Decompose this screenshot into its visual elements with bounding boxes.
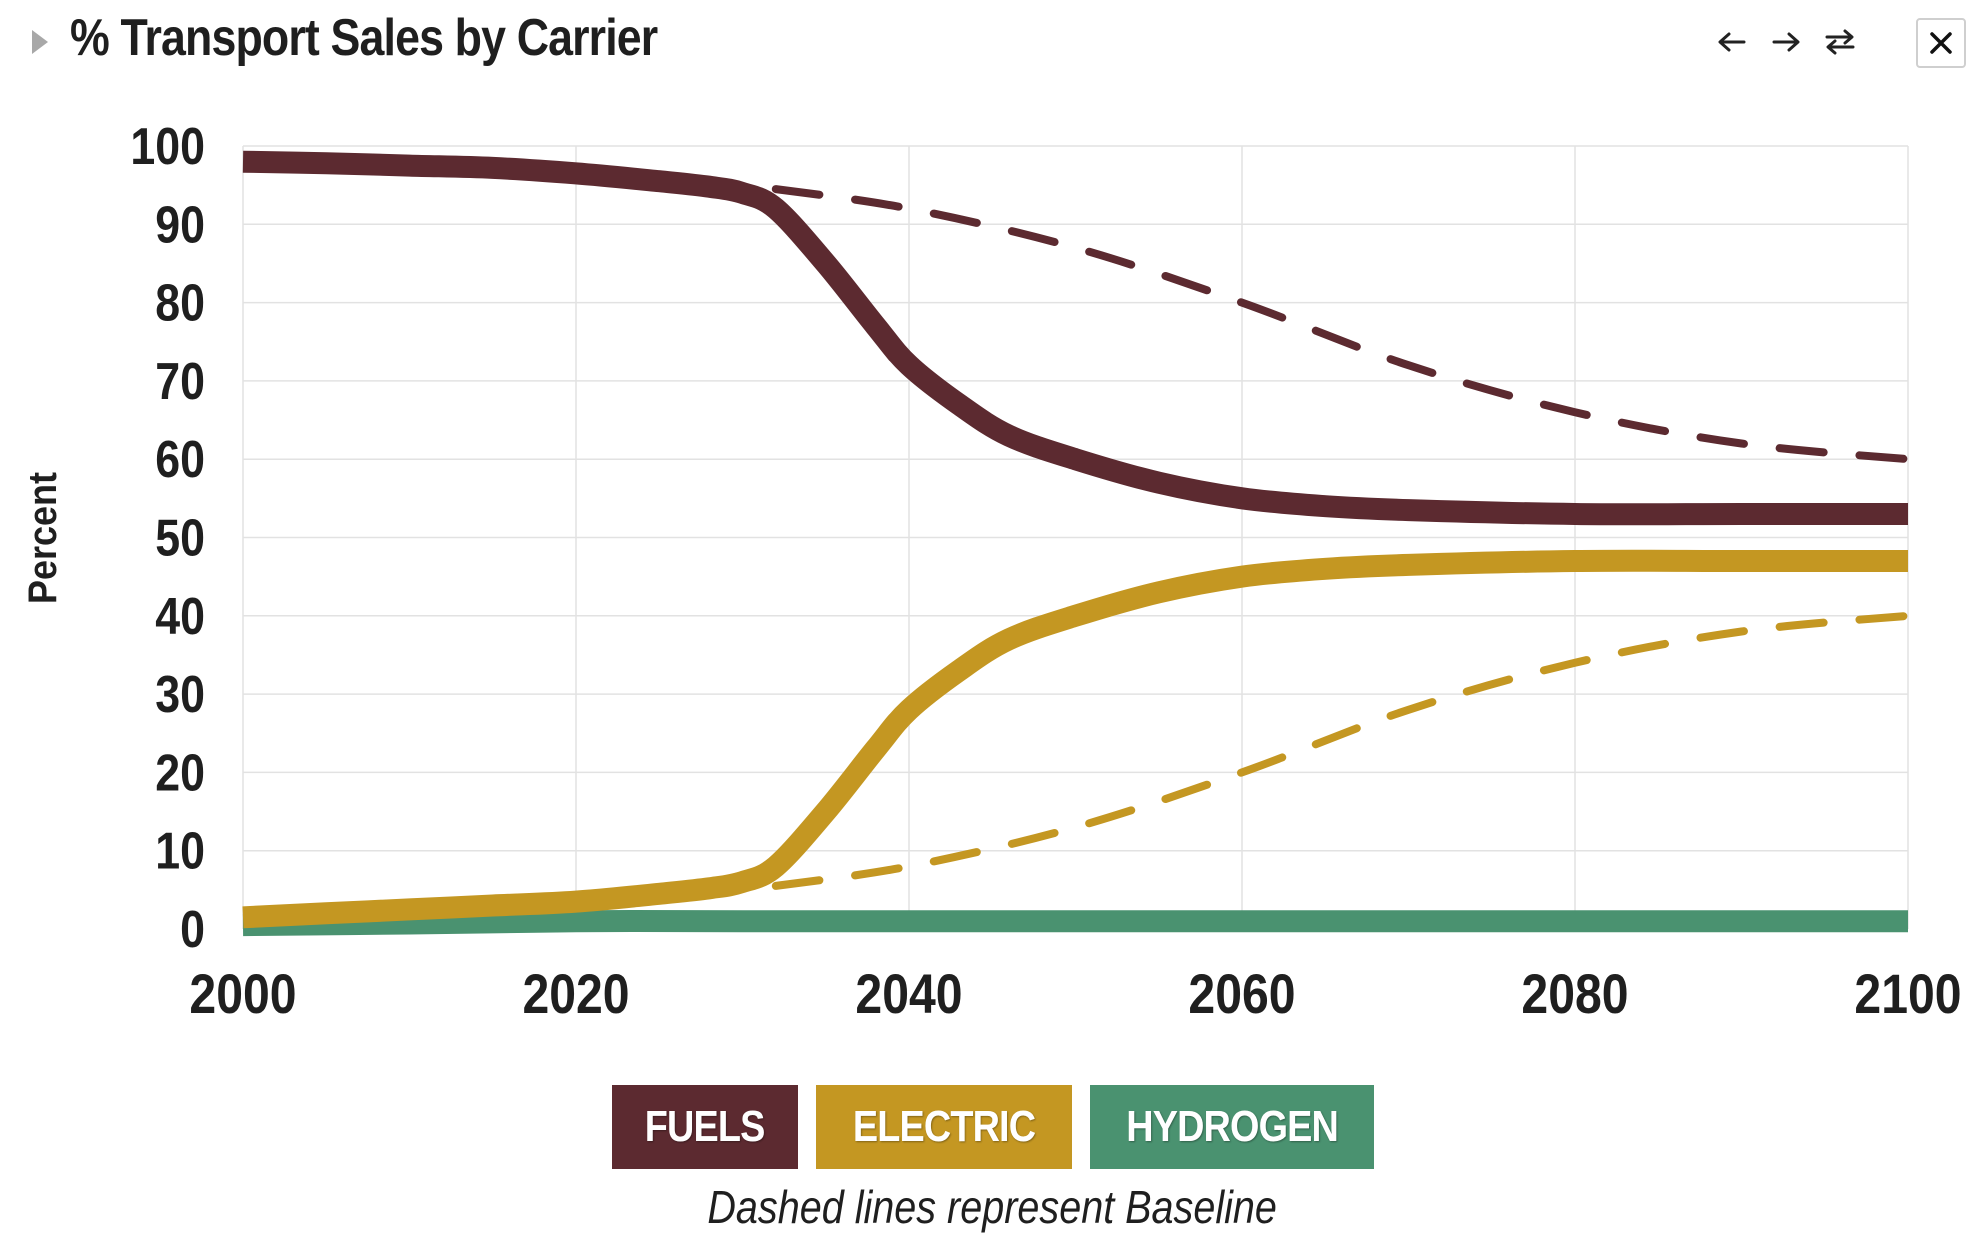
- x-tick-label: 2040: [855, 964, 962, 1026]
- y-tick-label: 90: [155, 196, 205, 254]
- x-tick-label: 2020: [522, 964, 629, 1026]
- series-line-fuels-dashed: [771, 185, 1912, 464]
- close-icon: [1930, 32, 1952, 54]
- y-tick-label: 80: [155, 274, 205, 332]
- x-tick-label: 2100: [1854, 964, 1961, 1026]
- chart-title: % Transport Sales by Carrier: [70, 9, 658, 67]
- y-tick-label: 0: [180, 901, 205, 959]
- arrow-left-icon[interactable]: [1712, 22, 1752, 62]
- y-tick-label: 100: [130, 118, 205, 176]
- arrow-right-icon[interactable]: [1766, 22, 1806, 62]
- y-tick-label: 20: [155, 744, 205, 802]
- y-tick-label: 70: [155, 353, 205, 411]
- legend-hydrogen-label: HYDROGEN: [1126, 1102, 1339, 1151]
- x-tick-label: 2080: [1521, 964, 1628, 1026]
- series-line-electric-dashed: [771, 611, 1912, 890]
- legend-fuels[interactable]: FUELS: [612, 1085, 798, 1169]
- y-tick-label: 10: [155, 823, 205, 881]
- chart-header: % Transport Sales by Carrier: [0, 0, 1984, 90]
- series-line-electric-solid: [242, 549, 1908, 929]
- legend-electric-label: ELECTRIC: [852, 1102, 1036, 1151]
- legend-electric[interactable]: ELECTRIC: [816, 1085, 1072, 1169]
- legend-hydrogen[interactable]: HYDROGEN: [1090, 1085, 1374, 1169]
- y-axis-label: Percent: [21, 472, 65, 604]
- series-line-fuels-solid: [242, 150, 1908, 526]
- caret-right-icon[interactable]: [30, 28, 50, 61]
- legend-fuels-label: FUELS: [645, 1102, 766, 1151]
- y-tick-label: 50: [155, 509, 205, 567]
- x-tick-label: 2060: [1188, 964, 1295, 1026]
- baseline-note: Dashed lines represent Baseline: [707, 1181, 1277, 1233]
- close-button[interactable]: [1916, 18, 1966, 68]
- y-tick-label: 60: [155, 431, 205, 489]
- series-line-hydrogen-solid: [242, 910, 1908, 937]
- y-tick-label: 40: [155, 588, 205, 646]
- y-tick-label: 30: [155, 666, 205, 724]
- line-chart: 0 10 20 30 40 50 60 70 80 90 100 2000 2020 2040 2060 20…: [21, 118, 1961, 1026]
- swap-icon[interactable]: [1820, 22, 1860, 62]
- x-tick-label: 2000: [189, 964, 296, 1026]
